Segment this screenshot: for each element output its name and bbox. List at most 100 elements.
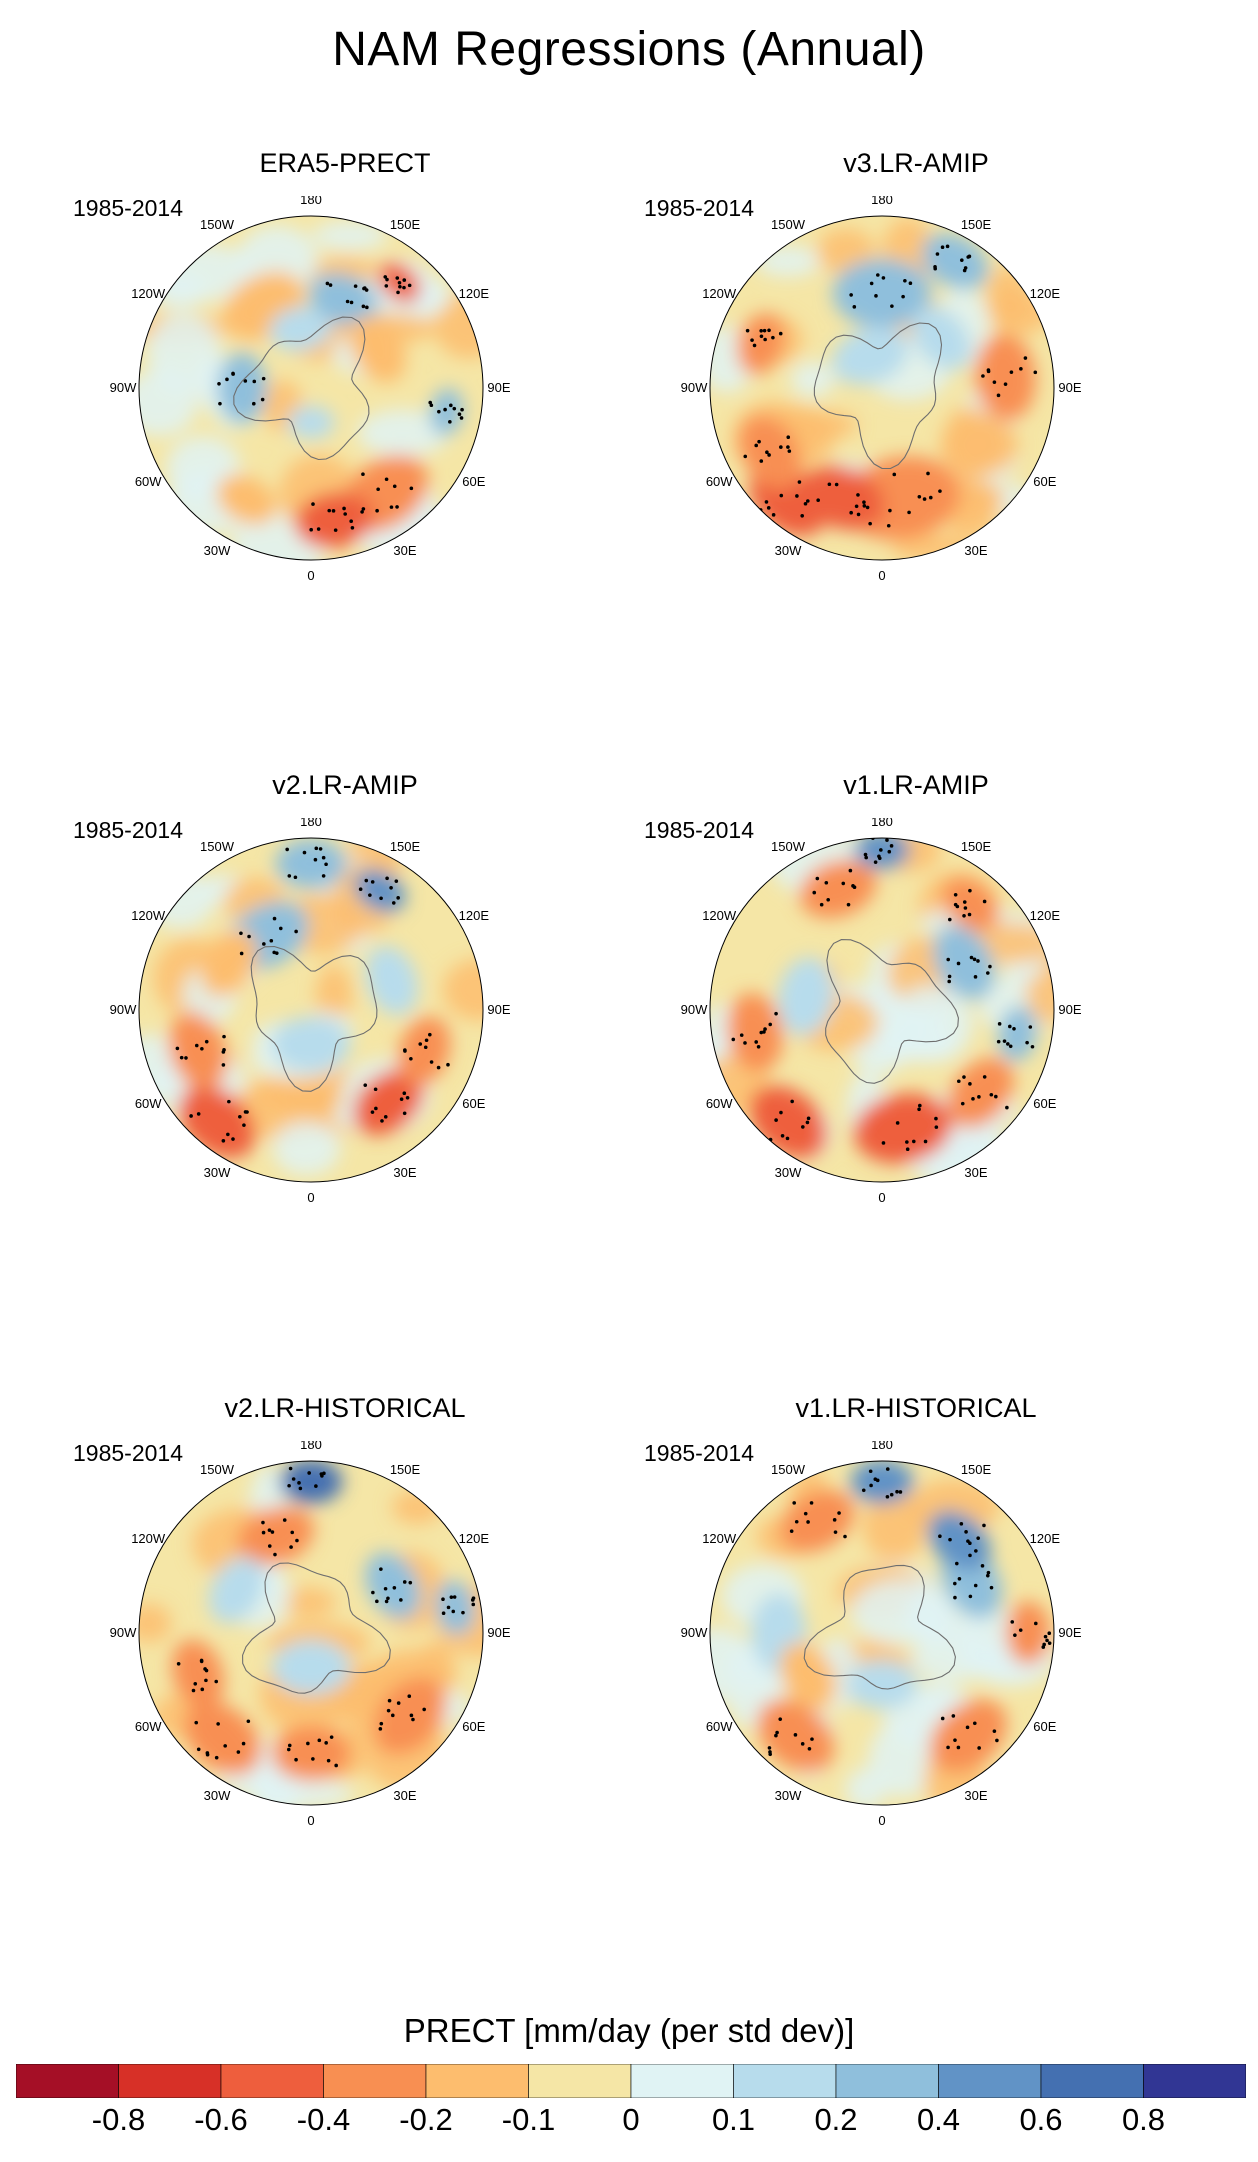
significance-dot xyxy=(863,852,868,857)
significance-dot xyxy=(383,275,388,279)
significance-dot xyxy=(1008,1044,1013,1049)
significance-dot xyxy=(309,527,313,532)
significance-dot xyxy=(885,838,889,842)
significance-dot xyxy=(448,420,452,424)
colorbar-swatch xyxy=(733,2064,837,2098)
significance-dot xyxy=(261,376,266,381)
significance-dot xyxy=(326,1758,331,1763)
significance-dot xyxy=(194,1720,199,1725)
significance-dot xyxy=(269,938,274,943)
significance-dot xyxy=(260,397,265,402)
lon-label: 30W xyxy=(204,1788,231,1803)
significance-dot xyxy=(806,1116,811,1121)
significance-dot xyxy=(812,890,817,895)
significance-dot xyxy=(827,482,832,487)
significance-dot xyxy=(934,1125,939,1129)
significance-dot xyxy=(191,1688,196,1693)
significance-dot xyxy=(956,1745,961,1750)
significance-dot xyxy=(272,916,277,921)
significance-dot xyxy=(428,1032,432,1037)
significance-dot xyxy=(293,875,298,880)
field-blob xyxy=(790,361,835,397)
significance-dot xyxy=(794,1519,799,1524)
significance-dot xyxy=(1023,356,1028,360)
significance-dot xyxy=(184,1056,188,1060)
lon-label: 150W xyxy=(771,839,806,854)
significance-dot xyxy=(752,343,757,348)
significance-dot xyxy=(227,1099,231,1104)
significance-dot xyxy=(877,856,882,861)
significance-dot xyxy=(767,453,771,457)
significance-dot xyxy=(424,1038,429,1043)
significance-dot xyxy=(449,403,453,408)
field-blob xyxy=(275,839,347,889)
significance-dot xyxy=(957,1576,962,1581)
significance-dot xyxy=(363,1083,368,1087)
lon-label: 150E xyxy=(390,1462,421,1477)
field-blob xyxy=(872,1026,959,1063)
lon-label: 180 xyxy=(871,196,893,207)
field-blob xyxy=(312,220,388,251)
lon-label: 60W xyxy=(706,474,733,489)
significance-dot xyxy=(946,1745,950,1750)
significance-dot xyxy=(334,1763,338,1768)
significance-dot xyxy=(945,244,950,249)
significance-dot xyxy=(768,1752,772,1757)
significance-dot xyxy=(960,1101,965,1106)
significance-dot xyxy=(368,893,372,897)
significance-dot xyxy=(886,523,891,528)
significance-dot xyxy=(938,1534,942,1539)
significance-dot xyxy=(968,1082,972,1086)
significance-dot xyxy=(302,850,307,855)
field-blob xyxy=(435,1580,475,1636)
significance-dot xyxy=(903,278,907,283)
significance-dot xyxy=(767,1746,772,1750)
significance-dot xyxy=(976,1536,980,1540)
significance-dot xyxy=(948,1537,952,1542)
significance-dot xyxy=(361,304,366,309)
significance-dot xyxy=(874,294,878,298)
lon-label: 120W xyxy=(702,908,737,923)
significance-dot xyxy=(787,449,792,453)
field-blob xyxy=(271,1016,351,1072)
significance-dot xyxy=(350,525,355,530)
significance-dot xyxy=(759,1030,764,1035)
polar-map: 180 150E 120E 90E 60E 30E 0 30W 60W 90W 120W 150W 19… xyxy=(73,818,511,1205)
significance-dot xyxy=(390,1713,395,1718)
significance-dot xyxy=(917,1107,921,1112)
significance-dot xyxy=(204,1668,209,1673)
significance-dot xyxy=(731,1037,736,1042)
significance-dot xyxy=(953,1595,957,1600)
significance-dot xyxy=(793,1733,798,1737)
field-blob xyxy=(727,993,783,1072)
polar-map: 180 150E 120E 90E 60E 30E 0 30W 60W 90W 120W 150W 19… xyxy=(73,196,511,583)
significance-dot xyxy=(1028,1025,1033,1029)
significance-dot xyxy=(441,1597,445,1602)
significance-dot xyxy=(392,1585,397,1590)
significance-dot xyxy=(298,1486,303,1491)
significance-dot xyxy=(843,1534,847,1539)
significance-dot xyxy=(743,1041,747,1045)
colorbar-tick-label: 0.6 xyxy=(1019,2102,1063,2137)
significance-dot xyxy=(333,528,338,532)
field-blob xyxy=(997,1006,1038,1062)
field-blob xyxy=(237,1506,315,1566)
period-label: 1985-2014 xyxy=(644,818,754,843)
significance-dot xyxy=(407,283,412,288)
field-blob xyxy=(201,929,257,996)
significance-dot xyxy=(972,957,977,962)
significance-dot xyxy=(895,1489,899,1494)
significance-dot xyxy=(379,1567,383,1571)
field-blob xyxy=(271,1725,351,1781)
significance-dot xyxy=(370,1110,375,1114)
significance-dot xyxy=(992,1729,997,1733)
significance-dot xyxy=(763,1027,767,1031)
colorbar-swatch xyxy=(220,2064,324,2098)
significance-dot xyxy=(196,1112,201,1116)
significance-dot xyxy=(317,1738,322,1743)
significance-dot xyxy=(765,450,769,455)
significance-dot xyxy=(278,926,283,931)
significance-dot xyxy=(789,1529,794,1533)
significance-dot xyxy=(856,512,861,517)
significance-dot xyxy=(966,255,970,259)
